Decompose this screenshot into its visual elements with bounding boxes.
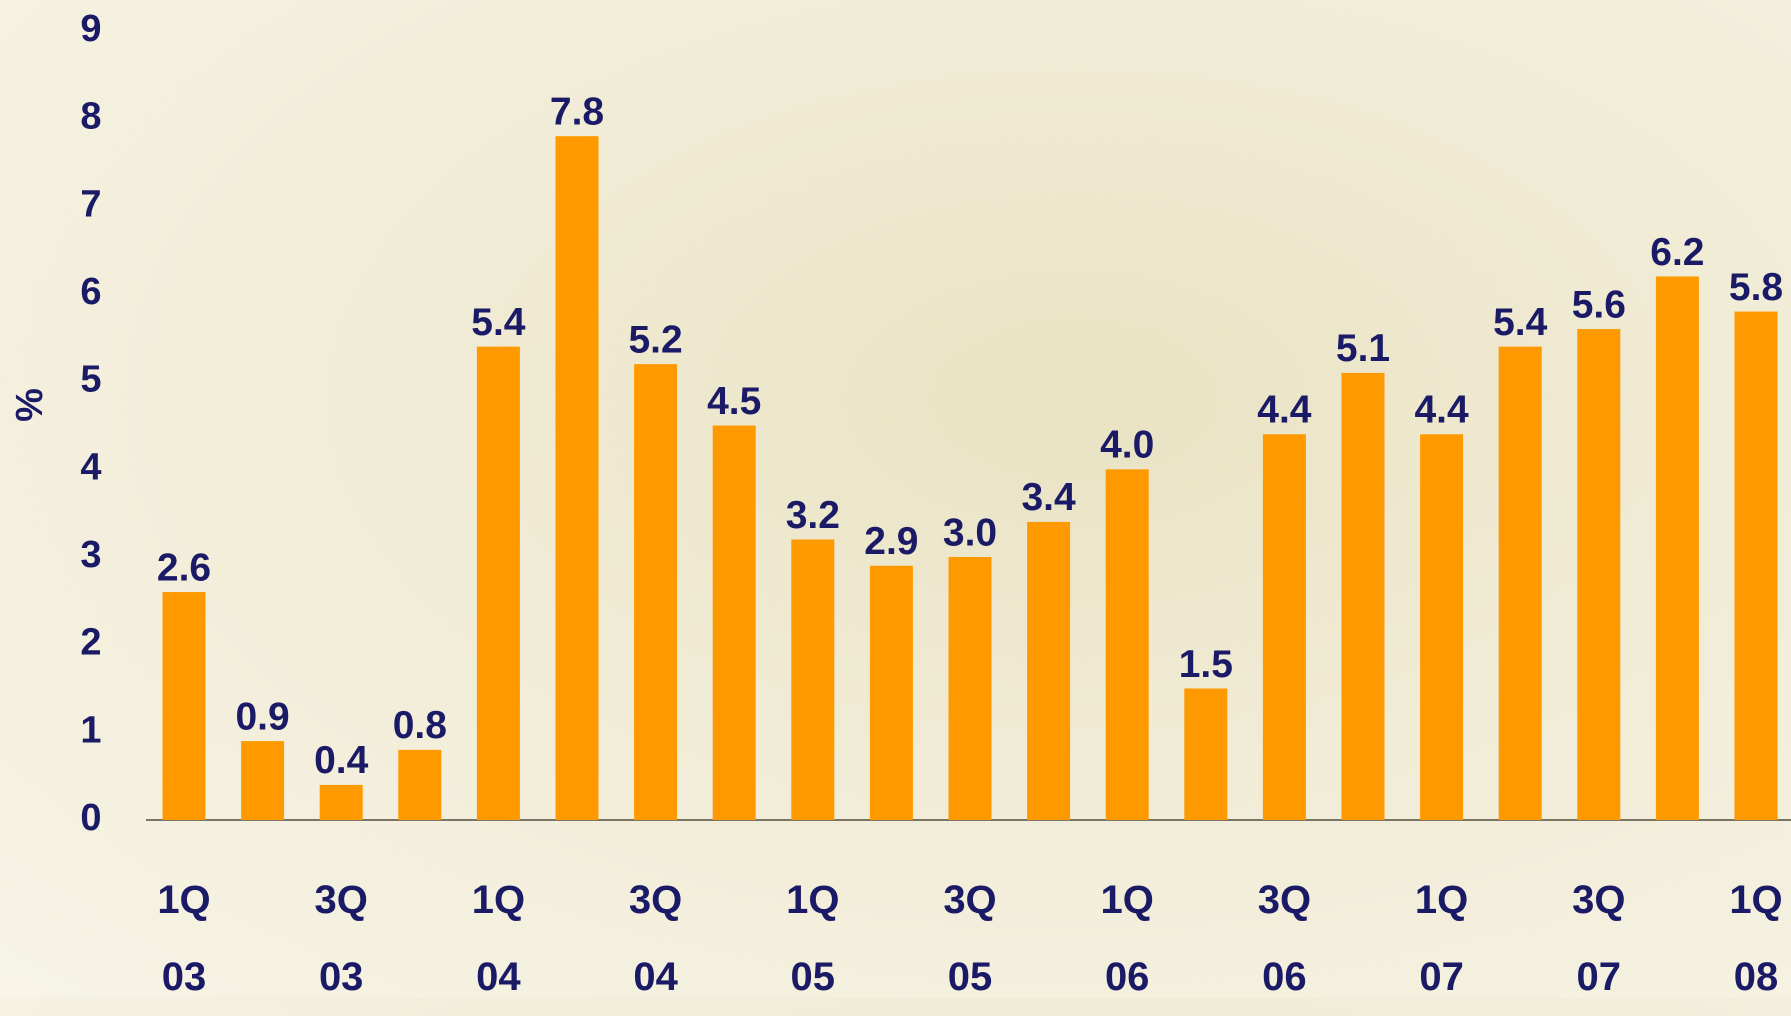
x-tick-label: 3Q 07 — [1572, 878, 1626, 999]
value-label: 4.4 — [1414, 389, 1469, 432]
bar — [869, 565, 913, 820]
x-tick-label: 1Q 05 — [786, 878, 840, 999]
y-tick-label: 1 — [80, 709, 101, 751]
value-label: 3.4 — [1021, 476, 1076, 519]
bar — [712, 425, 756, 820]
y-tick-label: 2 — [80, 622, 101, 664]
bar — [1341, 372, 1385, 820]
value-label: 4.5 — [707, 380, 761, 423]
value-label: 7.8 — [550, 90, 604, 133]
bar — [476, 346, 520, 820]
x-tick-label: 1Q 04 — [471, 878, 526, 999]
value-label: 5.6 — [1572, 283, 1626, 326]
y-tick-label: 3 — [80, 534, 101, 576]
value-label: 2.9 — [864, 520, 918, 563]
bar — [1734, 311, 1778, 820]
x-tick-label: 1Q 07 — [1414, 878, 1469, 999]
value-label: 0.9 — [235, 695, 289, 738]
value-label: 5.4 — [1493, 301, 1548, 344]
y-tick-label: 7 — [80, 183, 101, 225]
value-label: 0.4 — [314, 739, 369, 782]
value-label: 5.1 — [1336, 327, 1390, 370]
x-tick-label: 3Q 05 — [943, 878, 997, 999]
bar — [1498, 346, 1542, 820]
bar — [1262, 434, 1306, 820]
value-label: 5.2 — [628, 318, 682, 361]
y-tick-label: 6 — [80, 271, 101, 313]
value-label: 1.5 — [1179, 643, 1233, 686]
bar — [241, 741, 285, 820]
bar — [1184, 688, 1228, 820]
value-label: 3.2 — [786, 494, 840, 537]
bar — [555, 136, 599, 820]
bar — [1420, 434, 1464, 820]
y-axis-label: % — [9, 388, 51, 422]
value-label: 5.4 — [471, 301, 526, 344]
value-label: 0.8 — [393, 704, 447, 747]
bar — [791, 539, 835, 820]
x-tick-label: 1Q 06 — [1100, 878, 1154, 999]
bar — [1577, 329, 1621, 820]
value-label: 3.0 — [943, 511, 997, 554]
bar — [398, 749, 442, 820]
bar — [634, 364, 678, 820]
x-tick-label: 3Q 03 — [314, 878, 368, 999]
value-label: 4.4 — [1257, 389, 1312, 432]
y-tick-label: 4 — [80, 446, 101, 488]
y-tick-label: 0 — [80, 797, 101, 839]
value-label: 5.8 — [1729, 266, 1783, 309]
value-label: 4.0 — [1100, 424, 1154, 467]
bar — [948, 557, 992, 820]
x-tick-label: 1Q 03 — [157, 878, 211, 999]
value-label: 6.2 — [1650, 231, 1704, 274]
bar — [319, 784, 363, 820]
bar — [162, 592, 206, 820]
bar — [1655, 276, 1699, 820]
value-label: 2.6 — [157, 546, 211, 589]
x-tick-label: 3Q 04 — [628, 878, 683, 999]
bar — [1105, 469, 1149, 820]
y-tick-label: 8 — [80, 96, 101, 138]
y-tick-label: 5 — [80, 359, 101, 401]
x-tick-label: 1Q 08 — [1729, 878, 1783, 999]
bar — [1027, 521, 1071, 820]
x-tick-label: 3Q 06 — [1257, 878, 1312, 999]
y-tick-label: 9 — [80, 8, 101, 50]
